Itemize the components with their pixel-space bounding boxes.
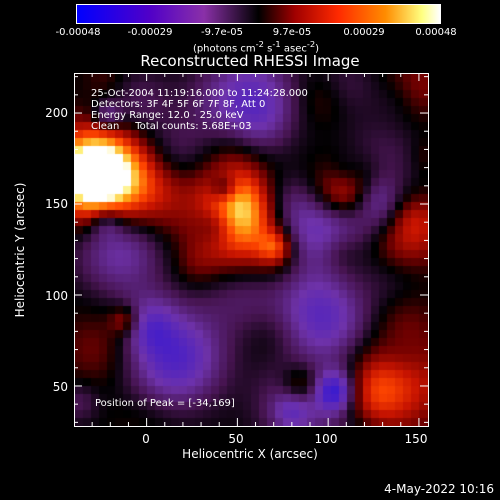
y-tick-label: 50 (52, 380, 68, 394)
colorbar-tick: 9.7e-05 (272, 27, 312, 38)
annotation-time-range: 25-Oct-2004 11:19:16.000 to 11:24:28.000 (91, 88, 308, 99)
annotation-peak: Position of Peak = [-34,169] (95, 398, 235, 409)
colorbar-tick: -9.7e-05 (201, 27, 243, 38)
colorbar-tick: -0.00029 (127, 27, 173, 38)
timestamp: 4-May-2022 10:16 (384, 482, 494, 496)
x-axis-label: Heliocentric X (arcsec) (182, 447, 318, 461)
x-tick-label: 0 (142, 432, 150, 446)
y-tick-label: 100 (45, 289, 68, 303)
chart-title: Reconstructed RHESSI Image (140, 52, 360, 70)
x-tick-label: 150 (404, 432, 428, 446)
annotation-detectors: Detectors: 3F 4F 5F 6F 7F 8F, Att 0 (91, 99, 266, 110)
colorbar-units: (photons cm-2 s-1 asec-2) (192, 39, 320, 55)
colorbar-tick: 0.00048 (415, 27, 457, 38)
x-tick-label: 50 (228, 432, 244, 446)
y-tick-label: 150 (45, 197, 68, 211)
x-tick-label: 100 (314, 432, 338, 446)
colorbar (76, 4, 441, 24)
heatmap-image (75, 74, 428, 426)
plot-area: 25-Oct-2004 11:19:16.000 to 11:24:28.000… (74, 73, 429, 427)
y-tick-label: 200 (45, 106, 68, 120)
annotation-energy: Energy Range: 12.0 - 25.0 keV (91, 110, 244, 121)
y-axis-label: Heliocentric Y (arcsec) (13, 182, 27, 318)
colorbar-tick: -0.00048 (55, 27, 101, 38)
annotation-clean: Clean Total counts: 5.68E+03 (91, 121, 252, 132)
colorbar-tick: 0.00029 (343, 27, 385, 38)
